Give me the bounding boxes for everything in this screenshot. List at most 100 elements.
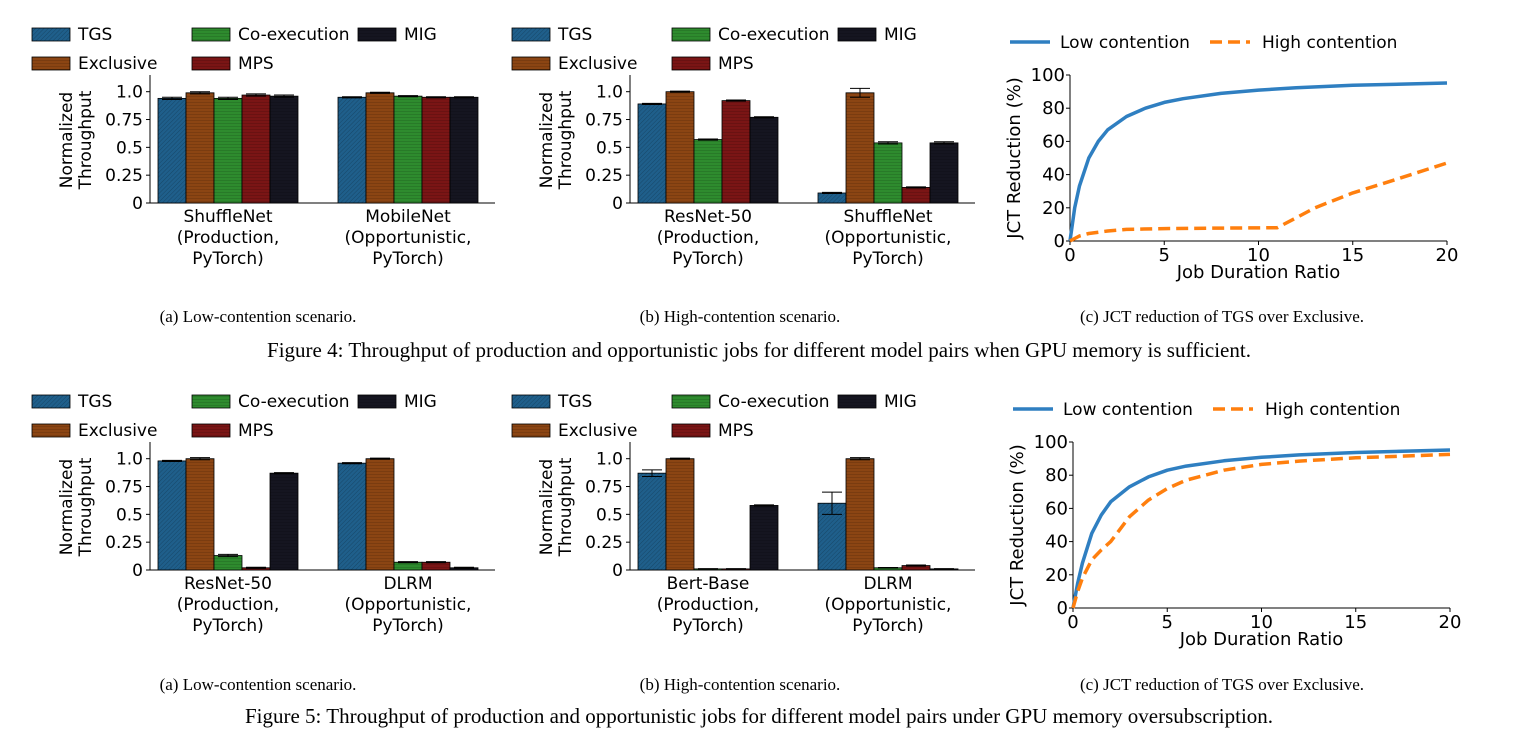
x-category-label: PyTorch) (192, 249, 264, 269)
chart-legend: TGS Exclusive Co-execution MPS MIG (31, 25, 437, 74)
x-category-label: (Opportunistic, (825, 228, 952, 248)
legend-label: High contention (1262, 33, 1397, 53)
bar-co-execution (393, 95, 423, 204)
y-tick-label: 0 (612, 561, 623, 581)
bar-exclusive (665, 458, 695, 571)
x-category-label: (Production, (657, 228, 759, 248)
legend-label: MIG (884, 25, 917, 45)
legend-label: Co-execution (718, 25, 830, 45)
legend-swatch-co-execution (191, 27, 231, 42)
x-axis-label: Job Duration Ratio (1176, 262, 1341, 283)
legend-label: High contention (1265, 400, 1400, 420)
y-tick-label: 0.25 (585, 166, 623, 186)
subcaption: (c) JCT reduction of TGS over Exclusive. (1080, 675, 1364, 694)
legend-swatch-co-execution (671, 394, 711, 409)
y-tick-label: 1.0 (596, 83, 623, 103)
bar-chart-panel: TGS Exclusive Co-execution MPS MIG 0 0.25 0.5 0.… (31, 25, 495, 269)
y-tick-label: 0.25 (105, 166, 143, 186)
bar-tgs (157, 97, 187, 204)
bar-exclusive (845, 458, 875, 571)
y-tick-label: 80 (1042, 98, 1065, 119)
legend-swatch-mig (837, 27, 877, 42)
y-axis-label: Throughput (76, 90, 96, 190)
x-category-label: PyTorch) (672, 616, 744, 636)
x-category-label: ResNet-50 (664, 207, 752, 227)
legend-label: MIG (884, 392, 917, 412)
y-tick-label: 1.0 (596, 450, 623, 470)
legend-swatch-tgs (31, 394, 71, 409)
y-tick-label: 1.0 (116, 450, 143, 470)
x-category-label: PyTorch) (372, 616, 444, 636)
bar-mig (269, 472, 299, 571)
y-tick-label: 0.75 (585, 478, 623, 498)
y-axis-label: Throughput (556, 457, 576, 557)
legend-label: MIG (404, 392, 437, 412)
legend-label: Low contention (1063, 400, 1193, 420)
bar-tgs (637, 103, 667, 204)
y-tick-label: 20 (1042, 198, 1065, 219)
bar-mps (241, 94, 271, 204)
bar-co-execution (693, 139, 723, 204)
y-tick-label: 0 (612, 194, 623, 214)
y-tick-label: 0.25 (585, 533, 623, 553)
legend-swatch-mig (357, 394, 397, 409)
x-category-label: Bert-Base (667, 574, 750, 594)
chart-legend: TGS Exclusive Co-execution MPS MIG (511, 392, 917, 441)
x-category-label: PyTorch) (672, 249, 744, 269)
legend-label: Exclusive (558, 54, 637, 74)
bar-mps (901, 187, 931, 204)
legend-label: TGS (557, 25, 592, 45)
bar-tgs (157, 460, 187, 571)
y-tick-label: 0 (1054, 231, 1065, 252)
legend-label: Exclusive (78, 421, 157, 441)
legend-label: Co-execution (238, 392, 350, 412)
x-category-label: PyTorch) (192, 616, 264, 636)
legend-label: Exclusive (78, 54, 157, 74)
bar-tgs (337, 96, 367, 204)
x-category-label: ResNet-50 (184, 574, 272, 594)
bar-tgs (817, 192, 847, 204)
line-chart-panel: Low contention High contention 0 20 40 60 80 10… (1007, 400, 1461, 650)
bar-mig (269, 95, 299, 204)
legend-label: TGS (77, 392, 112, 412)
y-tick-label: 0.75 (585, 111, 623, 131)
y-tick-label: 0 (132, 194, 143, 214)
x-tick-label: 10 (1250, 612, 1273, 633)
bar-mps (421, 96, 451, 204)
legend-label: MPS (718, 421, 754, 441)
legend-label: Co-execution (718, 392, 830, 412)
y-axis-label: JCT Reduction (%) (1007, 444, 1028, 606)
bar-chart-panel: TGS Exclusive Co-execution MPS MIG 0 0.25 0.5 0.… (31, 392, 495, 636)
legend-label: Exclusive (558, 421, 637, 441)
x-category-label: PyTorch) (852, 616, 924, 636)
x-tick-label: 15 (1341, 245, 1364, 266)
x-tick-label: 15 (1344, 612, 1367, 633)
legend-label: TGS (77, 25, 112, 45)
series-line-high-contention (1071, 452, 1451, 609)
subcaption: (a) Low-contention scenario. (160, 675, 357, 694)
x-tick-label: 0 (1064, 245, 1075, 266)
legend-swatch-co-execution (671, 27, 711, 42)
y-axis-label: JCT Reduction (%) (1004, 77, 1025, 239)
y-tick-label: 0.5 (596, 138, 623, 158)
bar-exclusive (365, 458, 395, 571)
y-axis-label: Normalized (57, 92, 77, 188)
x-tick-label: 5 (1159, 245, 1170, 266)
legend-label: MPS (718, 54, 754, 74)
bar-co-execution (213, 555, 243, 571)
bar-chart-panel: TGS Exclusive Co-execution MPS MIG 0 0.25 0.5 0.… (511, 392, 975, 636)
bar-mps (421, 561, 451, 571)
y-tick-label: 0.75 (105, 478, 143, 498)
y-tick-label: 20 (1045, 565, 1068, 586)
chart-legend: Low contention High contention (1013, 400, 1400, 420)
bar-mig (929, 142, 959, 204)
y-axis-label: Throughput (76, 457, 96, 557)
legend-swatch-mps (671, 423, 711, 438)
legend-label: MPS (238, 54, 274, 74)
legend-swatch-mig (837, 394, 877, 409)
y-tick-label: 80 (1045, 465, 1068, 486)
subcaption: (b) High-contention scenario. (640, 675, 841, 694)
y-tick-label: 0.5 (116, 505, 143, 525)
y-axis-label: Normalized (537, 459, 557, 555)
